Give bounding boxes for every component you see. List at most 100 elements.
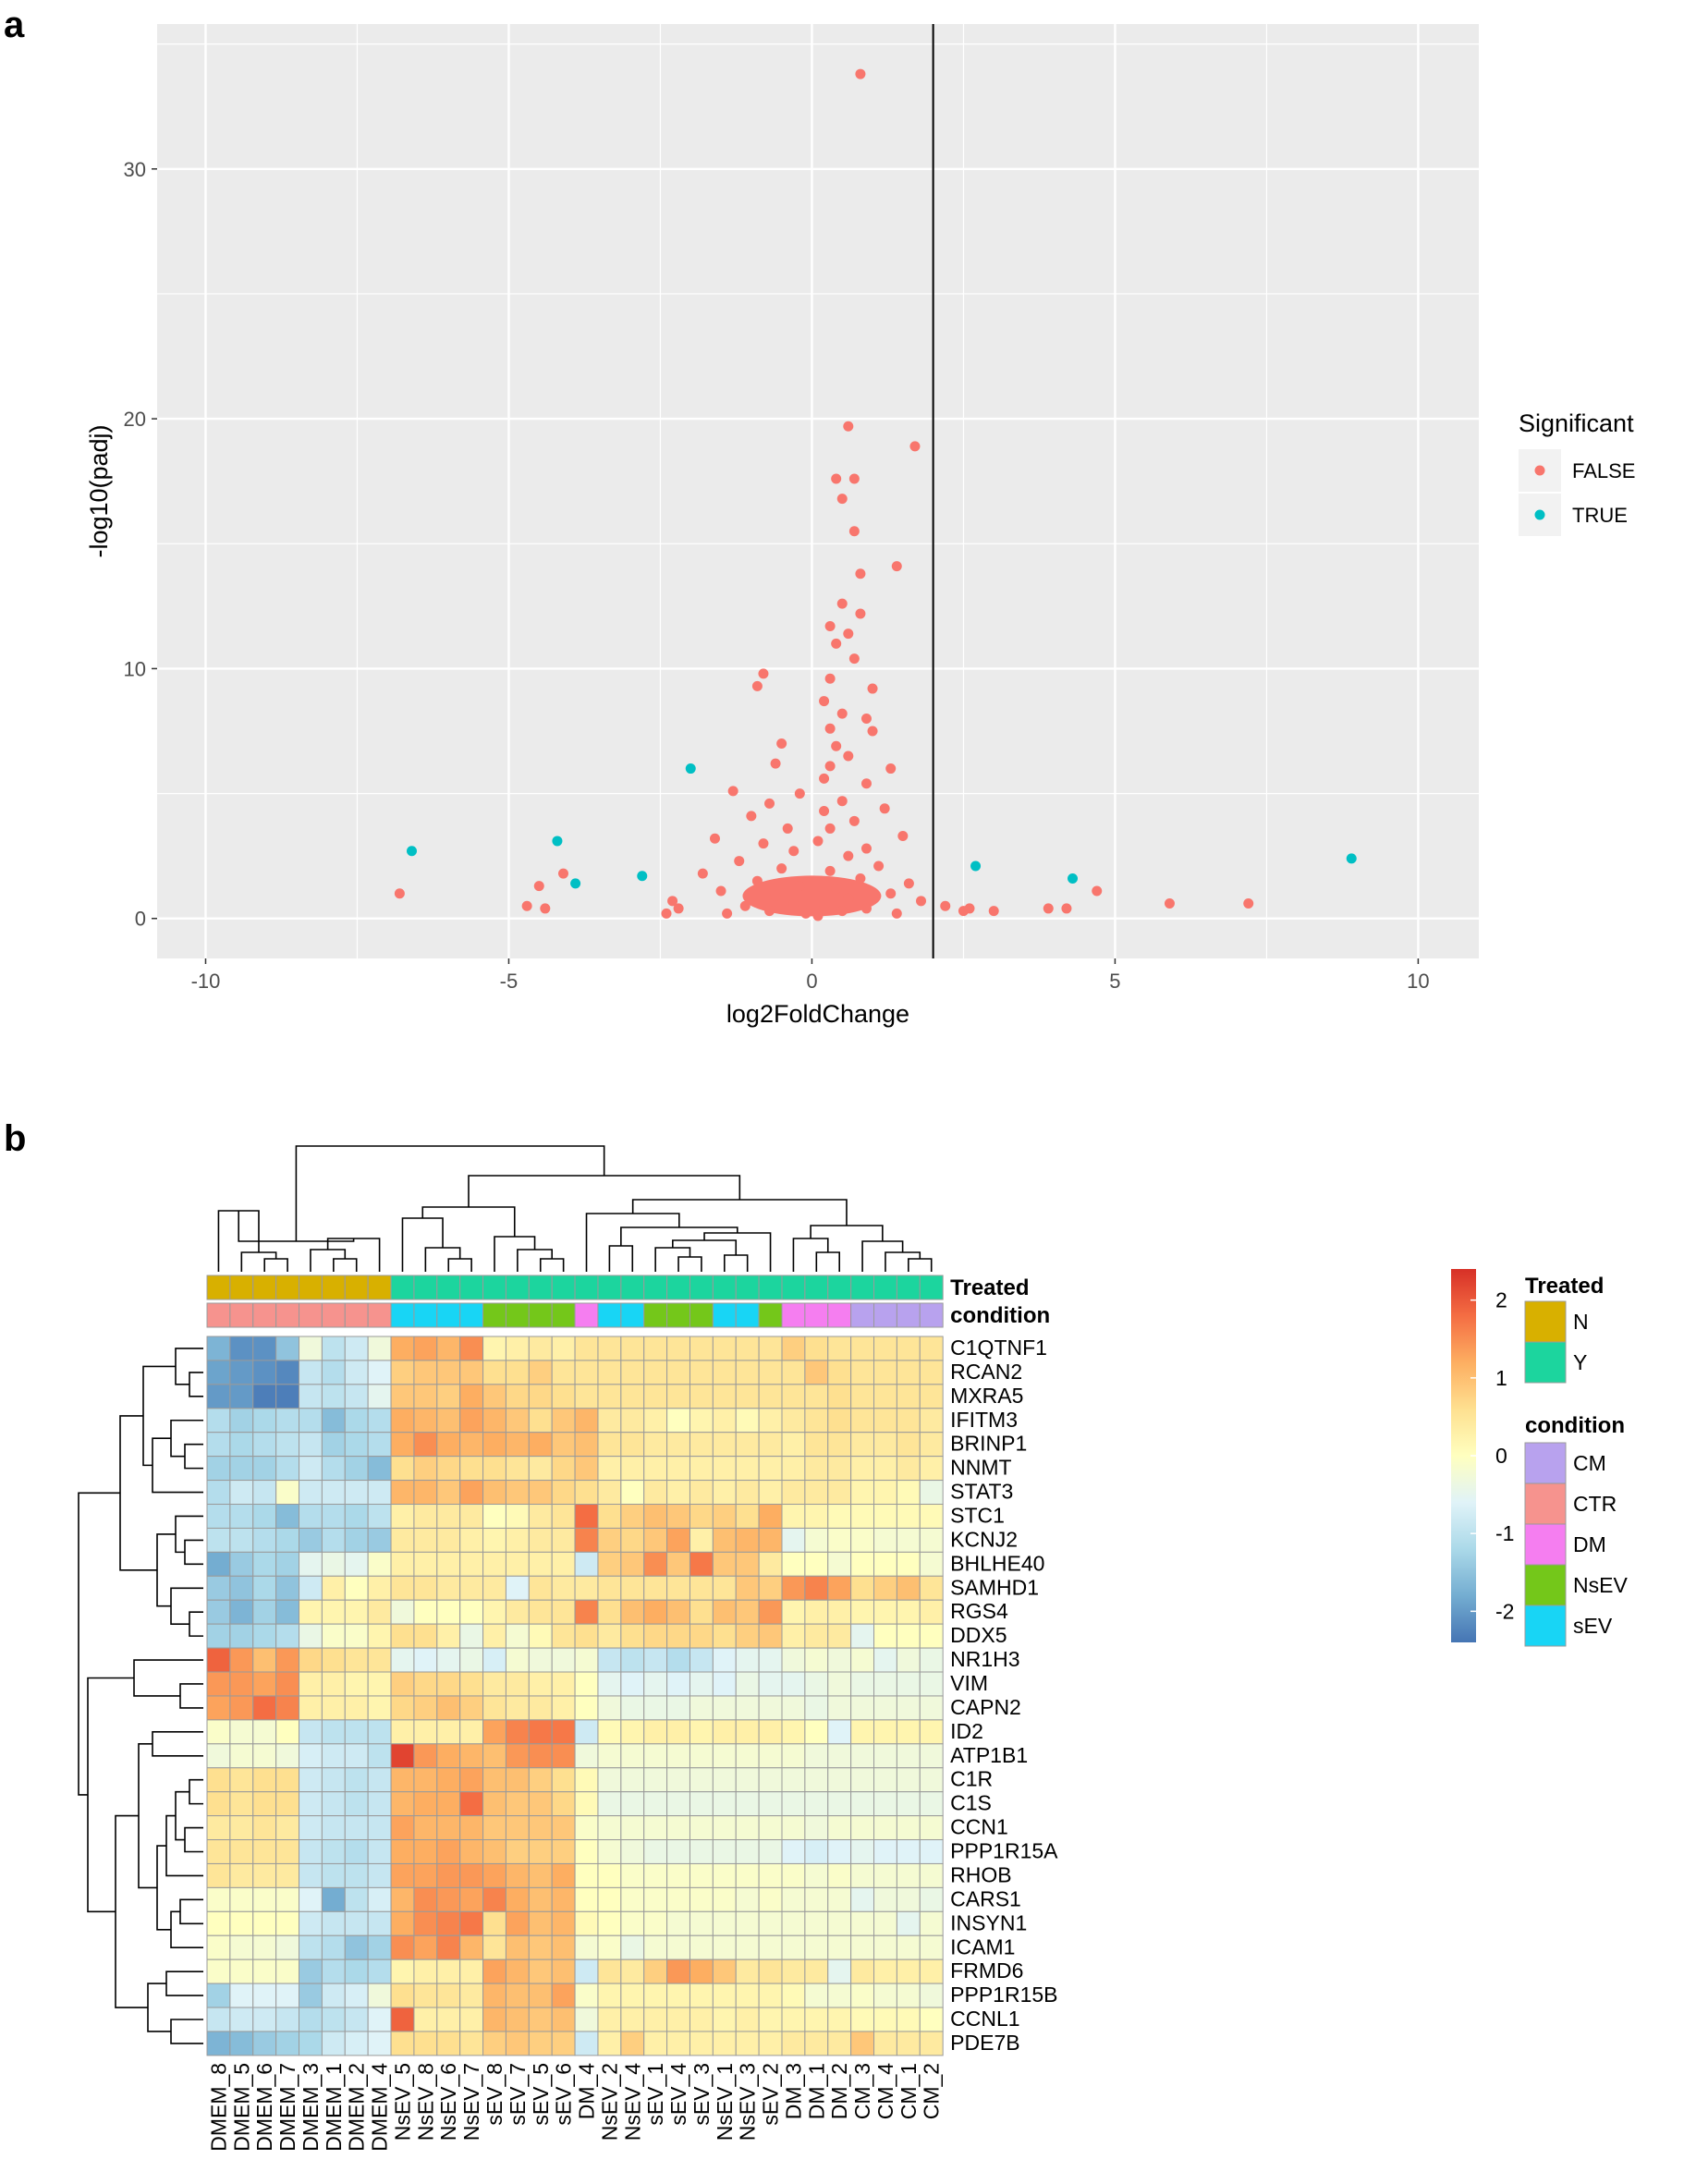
condition-annotation-cell [804, 1302, 829, 1328]
panel-label-a: a [4, 5, 25, 45]
heatmap-cell [505, 1551, 530, 1577]
heatmap-cell [344, 1599, 369, 1625]
heatmap-cell [643, 1647, 668, 1673]
column-label: DMEM_6 [252, 2063, 276, 2152]
condition-annotation-cell [643, 1302, 668, 1328]
data-point-false [540, 903, 551, 914]
heatmap-cell [758, 1647, 783, 1673]
heatmap-cell [206, 2031, 231, 2056]
condition-annotation-cell [459, 1302, 484, 1328]
data-point-false [776, 738, 787, 750]
heatmap-cell [597, 1384, 622, 1409]
heatmap-cell [413, 1575, 438, 1601]
heatmap-cell [459, 1767, 484, 1793]
condition-annotation-cell [574, 1302, 599, 1328]
heatmap-cell [643, 1695, 668, 1721]
treated-annotation-cell [919, 1275, 944, 1300]
condition-annotation-cell [758, 1302, 783, 1328]
heatmap-cell [551, 1958, 576, 1984]
heatmap-cell [735, 1360, 760, 1385]
heatmap-cell [758, 1695, 783, 1721]
heatmap-cell [252, 1983, 277, 2008]
dendrogram-branch [115, 1814, 148, 2008]
heatmap-cell [229, 1551, 254, 1577]
heatmap-cell [735, 1575, 760, 1601]
column-label: CM_4 [873, 2063, 897, 2120]
heatmap-cell [804, 1695, 829, 1721]
heatmap-cell [344, 1791, 369, 1817]
heatmap-cell [873, 1983, 897, 2008]
heatmap-cell [804, 1886, 829, 1912]
dendrogram-branch [133, 1659, 203, 1697]
heatmap-cell [206, 1647, 231, 1673]
condition-legend-label: sEV [1573, 1614, 1613, 1638]
heatmap-cell [321, 1551, 346, 1577]
heatmap-cell [827, 1408, 852, 1434]
heatmap-cell [459, 1408, 484, 1434]
row-label: DDX5 [950, 1623, 1007, 1647]
heatmap-cell [896, 2007, 921, 2032]
heatmap-cell [574, 1408, 599, 1434]
heatmap-cell [505, 1958, 530, 1984]
dendrogram-branch [179, 1683, 203, 1709]
heatmap-cell [229, 1983, 254, 2008]
heatmap-cell [229, 1767, 254, 1793]
heatmap-cell [689, 1719, 714, 1745]
color-scale-legend: 2 1 0 -1 -2 [1451, 1269, 1514, 1642]
heatmap-cell [551, 1599, 576, 1625]
data-point-false [1043, 903, 1054, 914]
dendrogram-branch [156, 1533, 176, 1607]
treated-annotation-cell [436, 1275, 461, 1300]
heatmap-cell [321, 2031, 346, 2056]
heatmap-cell [758, 1958, 783, 1984]
heatmap-cell [344, 1910, 369, 1936]
heatmap-cell [459, 1839, 484, 1864]
heatmap-cell [896, 1480, 921, 1506]
heatmap-cell [919, 1791, 944, 1817]
heatmap-cell [666, 1360, 690, 1385]
heatmap-cell [252, 1743, 277, 1769]
condition-annotation-cell [482, 1302, 506, 1328]
heatmap-cell [275, 1839, 300, 1864]
heatmap-cell [689, 1456, 714, 1482]
heatmap-cell [436, 1360, 461, 1385]
heatmap-cell [597, 1575, 622, 1601]
data-point-false [764, 906, 775, 917]
heatmap-cell [735, 1983, 760, 2008]
treated-annotation-cell [758, 1275, 783, 1300]
heatmap-cell [436, 1527, 461, 1553]
heatmap-cell [321, 1599, 346, 1625]
heatmap-cell [344, 1958, 369, 1984]
heatmap-cell [643, 1432, 668, 1458]
heatmap-cell [321, 1504, 346, 1529]
heatmap-cell [413, 1360, 438, 1385]
heatmap-cell [367, 1432, 392, 1458]
row-label: STC1 [950, 1504, 1005, 1528]
heatmap-cell [597, 1958, 622, 1984]
treated-annotation-cell [850, 1275, 875, 1300]
heatmap-cell [873, 1671, 897, 1697]
heatmap-cell [758, 1910, 783, 1936]
heatmap-cell [390, 1575, 415, 1601]
column-label: sEV_5 [529, 2063, 553, 2126]
treated-annotation-label: Treated [950, 1275, 1029, 1300]
heatmap-cell [436, 2031, 461, 2056]
heatmap-cell [643, 1504, 668, 1529]
heatmap-cell [620, 1504, 645, 1529]
heatmap-cell [299, 1527, 323, 1553]
heatmap-cell [482, 1527, 506, 1553]
heatmap-cell [459, 1695, 484, 1721]
heatmap-cell [229, 1886, 254, 1912]
heatmap-cell [735, 1719, 760, 1745]
data-point-false [848, 473, 860, 484]
heatmap-cell [551, 1815, 576, 1841]
heatmap-cell [367, 1671, 392, 1697]
heatmap-cell [666, 1743, 690, 1769]
data-point-false [988, 906, 999, 917]
data-point-false [903, 878, 914, 889]
heatmap-cell [252, 1408, 277, 1434]
heatmap-cell [827, 1551, 852, 1577]
heatmap-cell [620, 1839, 645, 1864]
heatmap-cell [781, 1815, 806, 1841]
y-tick-label: 0 [135, 908, 146, 931]
